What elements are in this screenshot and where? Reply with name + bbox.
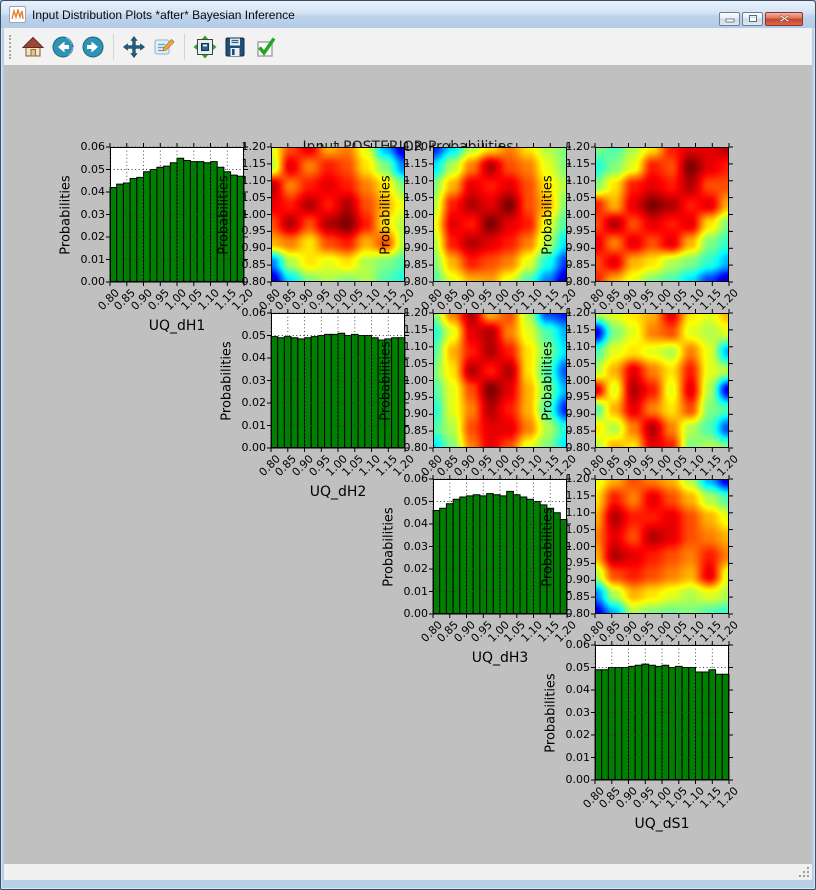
matplotlib-logo-icon xyxy=(9,6,26,23)
heatmap-axes xyxy=(267,143,409,286)
y-axis-label: Probabilities xyxy=(58,174,74,255)
forward-icon xyxy=(81,35,105,59)
customize-button[interactable] xyxy=(149,32,179,62)
histogram-plot xyxy=(267,309,409,452)
y-axis-label: Probabilities xyxy=(543,672,559,753)
y-axis-label: Probabilities xyxy=(378,174,394,255)
y-axis-label: Probabilities xyxy=(540,506,556,587)
histogram-plot xyxy=(429,475,571,618)
heatmap-axes xyxy=(591,309,733,452)
y-axis-label: Probabilities xyxy=(540,340,556,421)
back-button[interactable] xyxy=(48,32,78,62)
window-title: Input Distribution Plots *after* Bayesia… xyxy=(32,7,295,22)
subplot-hist-UQ_dH2: 0.00 0.01 0.02 0.03 0.04 0.05 0.06 0.80 0.85 0.90… xyxy=(219,306,417,501)
subplot-heat-r1c2: 0.80 0.85 0.90 0.95 1.00 1.05 1.10 1.15 1.20 0.80… xyxy=(378,306,579,479)
minimize-button[interactable] xyxy=(719,12,740,26)
save-button[interactable] xyxy=(220,32,250,62)
toolbar xyxy=(4,28,812,65)
y-axis-label: Probabilities xyxy=(219,340,235,421)
toolbar-grip[interactable] xyxy=(9,34,12,59)
subplot-heat-r0c2: 0.80 0.85 0.90 0.95 1.00 1.05 1.10 1.15 1.20 0.80… xyxy=(378,140,579,313)
apply-button[interactable] xyxy=(250,32,280,62)
histogram-plot xyxy=(106,143,248,286)
forward-button[interactable] xyxy=(78,32,108,62)
x-axis-label: UQ_dH1 xyxy=(148,318,206,334)
toolbar-separator xyxy=(184,33,185,60)
close-button[interactable] xyxy=(765,12,803,26)
figure-canvas[interactable]: Input POSTERIOR Probabilities 0.00 0.01 0.… xyxy=(4,65,812,864)
resize-grip-icon[interactable] xyxy=(799,867,809,877)
heatmap-image xyxy=(595,313,729,448)
x-axis-label: UQ_dS1 xyxy=(634,816,690,832)
heatmap-axes xyxy=(591,143,733,286)
maximize-icon xyxy=(748,10,758,28)
configure-subplots-button[interactable] xyxy=(190,32,220,62)
subplot-heat-r0c3: 0.80 0.85 0.90 0.95 1.00 1.05 1.10 1.15 1.20 0.80… xyxy=(540,140,741,313)
save-icon xyxy=(223,35,247,59)
subplot-hist-UQ_dH1: 0.00 0.01 0.02 0.03 0.04 0.05 0.06 0.80 0.85 0.90… xyxy=(58,140,256,335)
heatmap-image xyxy=(433,313,567,448)
y-axis-label: Probabilities xyxy=(540,174,556,255)
y-axis-label: Probabilities xyxy=(381,506,397,587)
histogram-plot xyxy=(591,641,733,784)
toolbar-separator xyxy=(113,33,114,60)
y-axis-label: Probabilities xyxy=(216,174,232,255)
heatmap-image xyxy=(271,147,405,282)
subplot-heat-r0c1: 0.80 0.85 0.90 0.95 1.00 1.05 1.10 1.15 1.20 0.80… xyxy=(216,140,417,313)
subplot-hist-UQ_dH3: 0.00 0.01 0.02 0.03 0.04 0.05 0.06 0.80 0.85 0.90… xyxy=(381,472,579,667)
subplots-icon xyxy=(193,35,217,59)
titlebar[interactable]: Input Distribution Plots *after* Bayesia… xyxy=(1,1,815,28)
status-bar xyxy=(4,864,812,880)
pan-icon xyxy=(122,35,146,59)
pan-button[interactable] xyxy=(119,32,149,62)
close-icon xyxy=(778,10,790,28)
heatmap-image xyxy=(433,147,567,282)
x-axis-label: UQ_dH3 xyxy=(471,650,529,666)
minimize-icon xyxy=(725,10,735,28)
home-button[interactable] xyxy=(18,32,48,62)
heatmap-axes xyxy=(429,309,571,452)
home-icon xyxy=(21,35,45,59)
x-axis-label: UQ_dH2 xyxy=(309,484,367,500)
checkmark-icon xyxy=(253,35,277,59)
heatmap-axes xyxy=(429,143,571,286)
maximize-button[interactable] xyxy=(742,12,763,26)
customize-icon xyxy=(152,35,176,59)
window-controls xyxy=(719,12,803,26)
heatmap-axes xyxy=(591,475,733,618)
heatmap-image xyxy=(595,147,729,282)
back-icon xyxy=(51,35,75,59)
subplot-heat-r2c3: 0.80 0.85 0.90 0.95 1.00 1.05 1.10 1.15 1.20 0.80… xyxy=(540,472,741,645)
subplot-heat-r1c3: 0.80 0.85 0.90 0.95 1.00 1.05 1.10 1.15 1.20 0.80… xyxy=(540,306,741,479)
heatmap-image xyxy=(595,479,729,614)
y-axis-label: Probabilities xyxy=(378,340,394,421)
subplot-hist-UQ_dS1: 0.00 0.01 0.02 0.03 0.04 0.05 0.06 0.80 0.85 0.90… xyxy=(543,638,741,833)
